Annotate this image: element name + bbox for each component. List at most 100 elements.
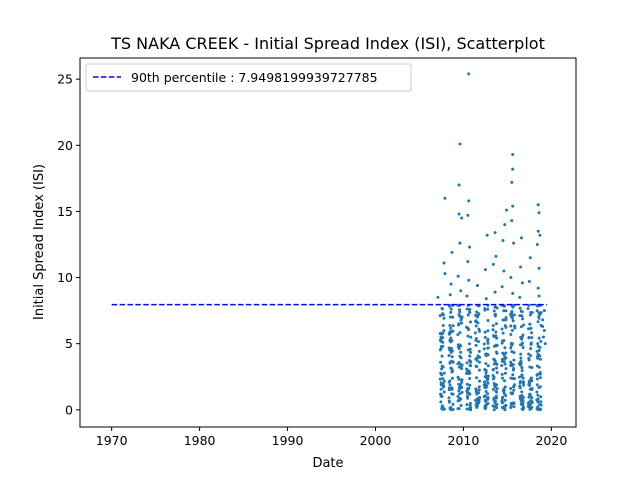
data-point [535, 355, 539, 359]
data-point [511, 377, 515, 381]
data-point [450, 355, 454, 359]
data-point [459, 356, 463, 360]
data-point [510, 316, 514, 320]
data-point [504, 356, 508, 360]
data-point [494, 389, 498, 393]
data-point [457, 377, 461, 381]
data-point [458, 387, 462, 391]
data-point [456, 362, 460, 366]
legend-box [85, 63, 412, 92]
data-point [459, 318, 463, 322]
data-point [504, 325, 508, 329]
data-point [469, 350, 473, 354]
data-point [504, 367, 508, 371]
data-point [542, 328, 546, 332]
data-point [448, 293, 452, 297]
data-point [449, 336, 453, 340]
data-point [442, 379, 446, 383]
data-point [501, 331, 505, 335]
data-point [504, 309, 508, 313]
data-point [467, 199, 471, 203]
data-point [468, 245, 472, 249]
data-point [512, 388, 516, 392]
data-point [527, 303, 531, 307]
data-point [505, 208, 509, 212]
data-point [485, 378, 489, 382]
data-point [448, 323, 452, 327]
data-point [441, 340, 445, 344]
data-point [486, 339, 490, 343]
data-point [518, 386, 522, 390]
data-point [477, 388, 481, 392]
data-point [491, 387, 495, 391]
data-point [469, 406, 473, 410]
data-point [539, 339, 543, 343]
data-point [442, 384, 446, 388]
data-point [509, 341, 513, 345]
data-point [530, 400, 534, 404]
data-point [482, 342, 486, 346]
data-point [541, 324, 545, 328]
data-point [457, 399, 461, 403]
data-point [536, 352, 540, 356]
data-point [537, 266, 541, 270]
data-point [483, 330, 487, 334]
data-point [491, 262, 495, 266]
data-point [443, 272, 447, 276]
data-point [449, 307, 453, 311]
data-point [530, 365, 534, 369]
data-point [447, 346, 451, 350]
data-point [511, 153, 515, 157]
data-point [493, 290, 497, 294]
data-point [492, 408, 496, 412]
data-point [491, 328, 495, 332]
data-point [459, 289, 463, 293]
data-point [469, 364, 473, 368]
data-point [486, 341, 490, 345]
data-point [475, 310, 479, 314]
data-point [492, 344, 496, 348]
data-point [476, 340, 480, 344]
data-point [468, 307, 472, 311]
data-point [536, 393, 540, 397]
data-point [528, 392, 532, 396]
data-point [486, 402, 490, 406]
data-point [442, 390, 446, 394]
data-point [495, 366, 499, 370]
data-point [512, 402, 516, 406]
data-point [486, 307, 490, 311]
data-point [449, 310, 453, 314]
data-point [486, 318, 490, 322]
data-point [440, 306, 444, 310]
data-point [457, 212, 461, 216]
data-point [503, 223, 507, 227]
data-point [495, 350, 499, 354]
data-point [468, 354, 472, 358]
data-point [494, 403, 498, 407]
data-point [482, 380, 486, 384]
data-point [527, 327, 531, 331]
data-point [543, 342, 547, 346]
data-point [494, 322, 498, 326]
data-point [458, 331, 462, 335]
data-point [495, 383, 499, 387]
data-point [535, 364, 539, 368]
data-point [460, 315, 464, 319]
data-point [449, 406, 453, 409]
data-point [458, 392, 462, 396]
x-axis-label: Date [312, 456, 343, 471]
data-point [451, 402, 455, 406]
data-point [527, 352, 531, 356]
data-point [528, 322, 532, 326]
data-point [529, 342, 533, 346]
data-point [536, 342, 540, 346]
data-point [465, 307, 469, 311]
data-point [494, 330, 498, 334]
data-point [459, 350, 463, 354]
data-point [484, 383, 488, 387]
data-point [511, 385, 515, 389]
data-point [451, 324, 455, 328]
data-point [475, 358, 479, 362]
data-point [459, 363, 463, 367]
